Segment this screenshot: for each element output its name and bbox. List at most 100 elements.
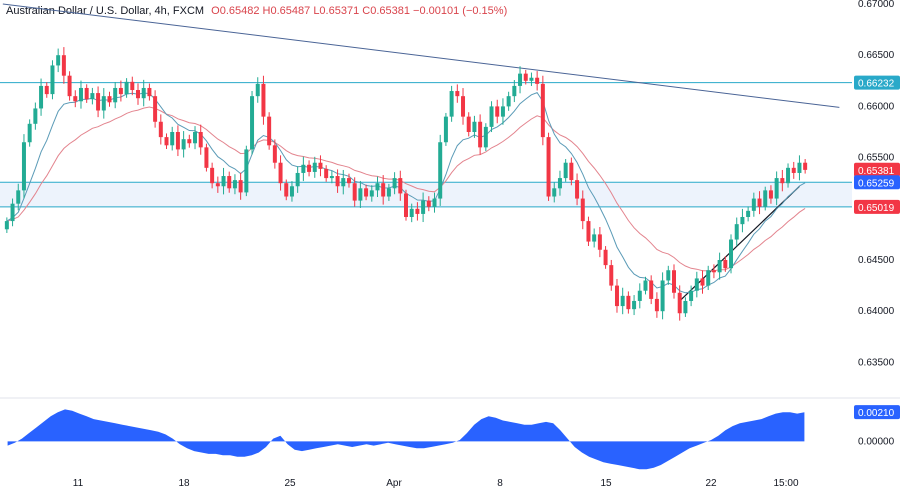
candle [10, 203, 15, 222]
candle [318, 162, 323, 169]
candle [124, 81, 129, 95]
candle [569, 162, 574, 181]
candle [757, 198, 762, 207]
candle [529, 77, 534, 81]
candle [386, 188, 391, 197]
candle [455, 91, 460, 97]
candle [27, 123, 32, 143]
candle [586, 221, 591, 242]
candle [523, 73, 528, 81]
candle [654, 298, 659, 312]
x-tick-label: 22 [705, 478, 717, 489]
candle [392, 178, 397, 189]
candle [677, 292, 682, 314]
candle [175, 132, 180, 150]
candle [791, 167, 796, 173]
candle [774, 178, 779, 199]
y-tick-label: 0.63500 [858, 357, 895, 368]
x-tick-label: 15:00 [773, 478, 798, 489]
candle [90, 93, 95, 100]
candle [21, 142, 26, 191]
candle [335, 176, 340, 187]
ohlc-change: −0.00101 (−0.15%) [413, 5, 508, 17]
candle [768, 190, 773, 199]
y-tick-label: 0.64000 [858, 306, 895, 317]
candle [478, 121, 483, 148]
candle [409, 208, 414, 217]
x-tick-label: 11 [73, 478, 84, 489]
osc-y-tick-label: 0.00000 [858, 436, 895, 447]
candle [329, 176, 334, 179]
candle [597, 234, 602, 250]
y-tick-label: 0.65500 [858, 153, 895, 164]
candle [4, 221, 9, 230]
candle [312, 162, 317, 172]
candle [637, 290, 642, 301]
osc-value-label: 0.00210 [858, 408, 895, 419]
price-label-bg [854, 175, 900, 190]
candle [706, 270, 711, 286]
candle [187, 139, 192, 144]
candle [426, 200, 431, 207]
candle [797, 162, 802, 173]
x-tick-label: 15 [600, 478, 612, 489]
candle [711, 270, 716, 273]
candle [729, 239, 734, 269]
candle [118, 87, 123, 95]
candle [575, 180, 580, 199]
candle [540, 83, 545, 138]
candle [483, 126, 488, 148]
candle [44, 85, 49, 95]
y-tick-label: 0.66000 [858, 101, 895, 112]
candle [649, 280, 654, 299]
candle [67, 75, 72, 97]
candle [221, 176, 226, 187]
candle [204, 147, 209, 168]
price-label: 0.65259 [858, 178, 895, 189]
candle [415, 208, 420, 214]
candle [198, 132, 203, 148]
candle [500, 106, 505, 117]
candle [489, 106, 494, 127]
candle [751, 198, 756, 211]
candle [369, 190, 374, 197]
candle [683, 300, 688, 314]
candle [672, 270, 676, 293]
candle [261, 83, 266, 117]
candle [626, 295, 631, 310]
candle [717, 260, 722, 273]
candle [284, 183, 289, 197]
candle [341, 178, 346, 187]
candle [324, 168, 329, 179]
x-tick-label: 25 [284, 478, 296, 489]
candle [158, 121, 163, 138]
candle [592, 234, 597, 242]
price-label-bg [854, 162, 900, 177]
candle [723, 260, 728, 269]
candle [136, 90, 140, 99]
candle [689, 290, 694, 301]
candle [518, 73, 523, 86]
candle [141, 87, 146, 99]
candle [803, 162, 808, 170]
candle [272, 145, 277, 163]
price-label: 0.65381 [858, 166, 895, 177]
candle [78, 87, 83, 102]
candle [346, 178, 351, 184]
candle [443, 116, 448, 143]
candle [780, 178, 785, 184]
candle [153, 96, 158, 122]
support-zone [0, 182, 852, 207]
candle [33, 108, 38, 124]
y-tick-label: 0.64500 [858, 255, 895, 266]
candle [557, 178, 562, 189]
x-tick-label: 8 [497, 478, 503, 489]
candle [609, 265, 614, 286]
candle [232, 180, 237, 189]
candle [130, 81, 135, 91]
candle [301, 164, 306, 173]
candle [289, 186, 294, 197]
candle [227, 176, 232, 189]
